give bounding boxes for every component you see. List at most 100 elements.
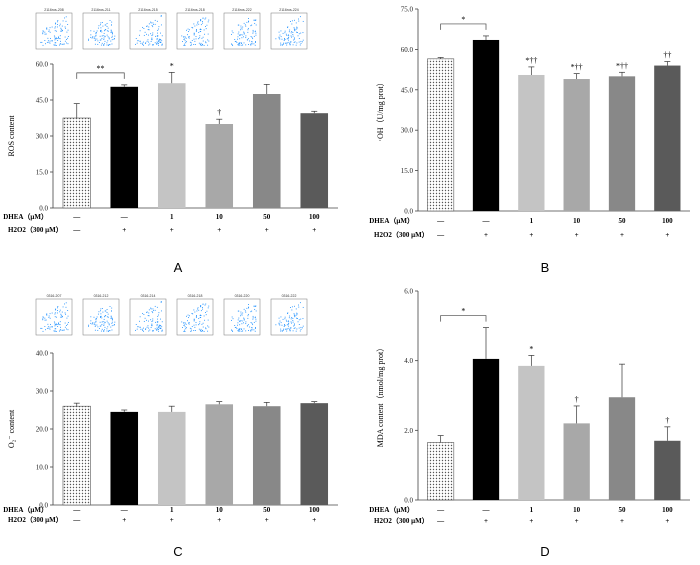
bar-5 (608, 76, 636, 211)
flow-dot (159, 41, 161, 43)
flow-dot (158, 326, 160, 328)
flow-dot (294, 29, 296, 31)
flow-dot (148, 330, 150, 332)
flow-dot (160, 42, 162, 43)
flow-dot (48, 316, 50, 318)
flow-dot (193, 23, 195, 25)
flow-dot (107, 40, 109, 42)
flow-dot (190, 330, 192, 332)
flow-dot (280, 322, 282, 324)
flow-dot (203, 29, 205, 31)
flow-dot (42, 30, 44, 32)
flow-dot (198, 324, 200, 326)
bar-6 (654, 65, 681, 211)
flow-dot (54, 27, 56, 29)
flow-dot (202, 17, 204, 19)
h2o2-cell: — (436, 231, 445, 239)
y-tick-label: 30.0 (36, 388, 49, 396)
flow-dot (202, 44, 204, 46)
flow-dot (151, 38, 153, 40)
y-tick-label: 30.0 (36, 133, 49, 141)
significance-label: *†† (616, 61, 628, 70)
flow-dot (193, 320, 195, 322)
flow-dot (293, 28, 295, 30)
flow-dot (149, 43, 151, 45)
flow-dot (242, 44, 244, 46)
flow-dot (194, 330, 196, 332)
flow-dot (203, 315, 205, 317)
flow-dot (253, 35, 255, 37)
flow-dot (300, 32, 302, 34)
flow-dot (135, 324, 137, 325)
y-tick-label: 10.0 (36, 464, 49, 472)
flow-dot (61, 329, 63, 331)
flow-dot (302, 39, 304, 41)
flow-dot (156, 39, 158, 41)
flow-dot (53, 330, 55, 332)
flow-plot-title: 2116ros-218 (185, 8, 204, 12)
flow-dot (147, 320, 149, 322)
flow-dot (65, 306, 67, 308)
flow-dot (289, 43, 290, 45)
flow-dot (237, 44, 239, 46)
flow-dot (249, 326, 251, 328)
dhea-row-label: DHEA（μM） (369, 506, 414, 514)
flow-dot (151, 325, 153, 327)
flow-dot (54, 23, 56, 25)
flow-dot (64, 322, 66, 324)
flow-dot (290, 307, 291, 308)
flow-dot (254, 30, 256, 32)
h2o2-cell: + (312, 226, 316, 234)
flow-dot (240, 33, 242, 35)
flow-dot (281, 44, 283, 46)
panel-a-ros: 2116ros-208 2116ros-211 2116ros-215 2116ros… (3, 8, 338, 275)
h2o2-cell: + (265, 516, 269, 524)
flow-dot (188, 315, 190, 317)
flow-dot (298, 327, 300, 329)
flow-dot (158, 327, 160, 329)
flow-dot (205, 41, 207, 43)
flow-dot (234, 39, 236, 40)
flow-dot (98, 25, 100, 27)
flow-plot-frame (176, 298, 214, 336)
flow-dot (292, 35, 294, 37)
flow-dot (42, 319, 44, 321)
flow-dot (237, 36, 239, 38)
flow-dot (46, 28, 48, 30)
bar-3 (518, 74, 545, 211)
flow-dot (252, 315, 254, 317)
flow-dot (111, 33, 113, 35)
flow-dot (158, 312, 160, 314)
flow-dot (255, 318, 257, 320)
flow-dot (279, 34, 281, 36)
y-tick-label: 6.0 (404, 288, 413, 296)
flow-plot-title: 0316-214 (141, 294, 156, 298)
flow-dot (142, 327, 144, 329)
flow-dot (288, 41, 290, 43)
flow-dot (63, 329, 65, 331)
flow-dot (302, 32, 304, 34)
dhea-cell: — (482, 217, 491, 225)
flow-dot (148, 309, 150, 311)
flow-dot (239, 321, 241, 322)
dhea-row-label: DHEA（μM） (369, 217, 414, 225)
flow-dot (300, 318, 302, 320)
flow-dot (254, 305, 256, 307)
flow-dot (100, 44, 102, 46)
bar-1 (427, 58, 455, 212)
flow-dot (104, 310, 106, 312)
flow-dot (139, 34, 141, 36)
y-tick-label: 15.0 (401, 167, 414, 175)
flow-dot (288, 327, 290, 329)
flow-dot (301, 327, 303, 329)
flow-dot (95, 318, 97, 320)
flow-dot (156, 318, 158, 320)
flow-dot (160, 15, 162, 17)
flow-dot (234, 325, 236, 326)
flow-dot (183, 38, 185, 40)
flow-dot (207, 33, 209, 35)
flow-dot (239, 328, 241, 330)
flow-dot (97, 27, 99, 29)
flow-dot (92, 36, 94, 38)
flow-dot (61, 311, 63, 313)
